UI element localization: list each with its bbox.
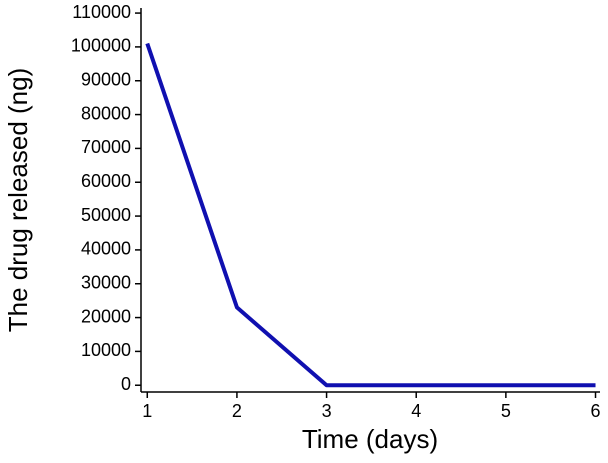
y-tick-label: 30000 [81,272,131,292]
x-tick-label: 6 [591,401,601,421]
x-tick-label: 4 [411,401,421,421]
y-tick-label: 70000 [81,137,131,157]
y-tick-label: 10000 [81,340,131,360]
x-axis-label: Time (days) [302,424,438,454]
y-tick-label: 20000 [81,306,131,326]
y-axis-label: The drug released (ng) [3,68,33,332]
y-tick-label: 100000 [71,36,131,56]
data-line [145,42,596,388]
y-tick-label: 0 [121,374,131,394]
y-tick-label: 110000 [72,2,131,22]
x-tick-label: 5 [501,401,511,421]
x-tick-label: 2 [232,401,242,421]
y-tick-label: 50000 [81,205,131,225]
x-tick-label: 1 [142,401,152,421]
y-tick-label: 40000 [81,239,131,259]
y-tick-label: 80000 [81,103,131,123]
x-tick-label: 3 [322,401,332,421]
y-tick-label: 90000 [81,69,131,89]
y-tick-label: 60000 [81,171,131,191]
